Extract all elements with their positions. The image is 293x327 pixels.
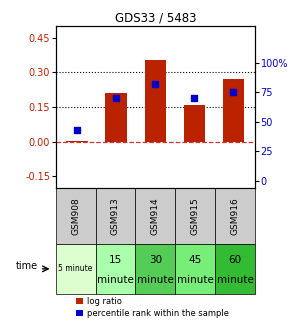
Bar [96,188,135,244]
Text: GSM908: GSM908 [71,197,80,235]
Text: time: time [16,261,38,271]
Bar [144,60,166,142]
Text: minute: minute [137,275,174,285]
Bar [56,188,96,244]
Bar [135,244,175,294]
Point [153,81,158,87]
Text: GSM915: GSM915 [191,197,200,235]
Bar [215,244,255,294]
Text: 5 minute: 5 minute [58,264,93,273]
Text: minute: minute [97,275,134,285]
Bar [175,188,215,244]
Text: GSM913: GSM913 [111,197,120,235]
Bar [184,105,205,142]
Text: 30: 30 [149,255,162,265]
Bar [215,188,255,244]
Text: 15: 15 [109,255,122,265]
Bar [105,93,127,142]
Text: minute: minute [217,275,253,285]
Text: 45: 45 [188,255,202,265]
Text: minute: minute [177,275,214,285]
Point [192,95,197,101]
Bar [175,244,215,294]
Point [231,90,236,95]
Text: GSM916: GSM916 [231,197,239,235]
Point [114,95,119,101]
Text: 60: 60 [229,255,241,265]
Text: GSM914: GSM914 [151,197,160,234]
Bar [96,244,135,294]
Title: GDS33 / 5483: GDS33 / 5483 [115,12,196,25]
Bar [56,244,96,294]
Point [75,128,79,133]
Bar [67,141,88,142]
Legend: log ratio, percentile rank within the sample: log ratio, percentile rank within the sa… [76,297,229,318]
Bar [135,188,175,244]
Bar [223,79,244,142]
